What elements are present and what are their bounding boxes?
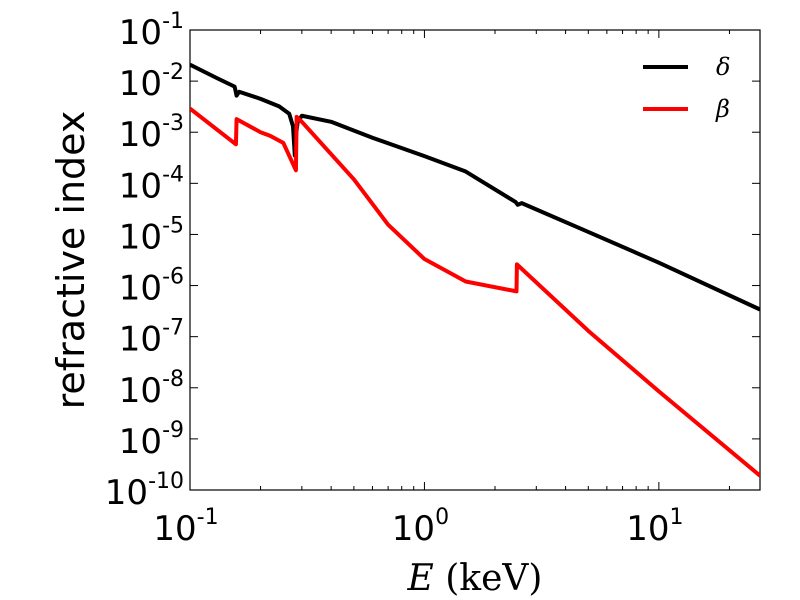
y-tick-label: 10-6 xyxy=(119,265,184,309)
x-tick-label: 100 xyxy=(392,505,449,549)
legend-label: β xyxy=(715,95,730,123)
y-tick-label: 10-10 xyxy=(105,469,184,513)
y-axis-label: refractive index xyxy=(49,111,93,410)
x-tick-label: 101 xyxy=(626,505,683,549)
legend-label: δ xyxy=(716,53,730,81)
y-tick-label: 10-5 xyxy=(119,213,184,257)
labels-layer: 10-1 100 101 10-1 10-2 10-3 10-4 10-5 10-6 10-7 10… xyxy=(49,9,684,599)
plot-frame xyxy=(189,29,761,491)
y-tick-label: 10-9 xyxy=(119,418,184,462)
x-tick-label: 10-1 xyxy=(153,505,218,549)
plot-area xyxy=(189,29,761,491)
series-line-beta xyxy=(190,107,760,478)
y-tick-label: 10-8 xyxy=(119,367,184,411)
y-tick-label: 10-3 xyxy=(119,111,184,155)
y-tick-label: 10-4 xyxy=(119,162,184,206)
series-layer xyxy=(190,62,760,478)
legend: δβ xyxy=(643,53,730,123)
y-tick-label: 10-7 xyxy=(119,316,184,360)
y-tick-label: 10-2 xyxy=(119,60,184,104)
y-tick-label: 10-1 xyxy=(119,9,184,53)
ticks-layer xyxy=(189,29,760,491)
x-axis-label: E (keV) xyxy=(407,558,543,599)
series-line-delta xyxy=(190,62,760,312)
